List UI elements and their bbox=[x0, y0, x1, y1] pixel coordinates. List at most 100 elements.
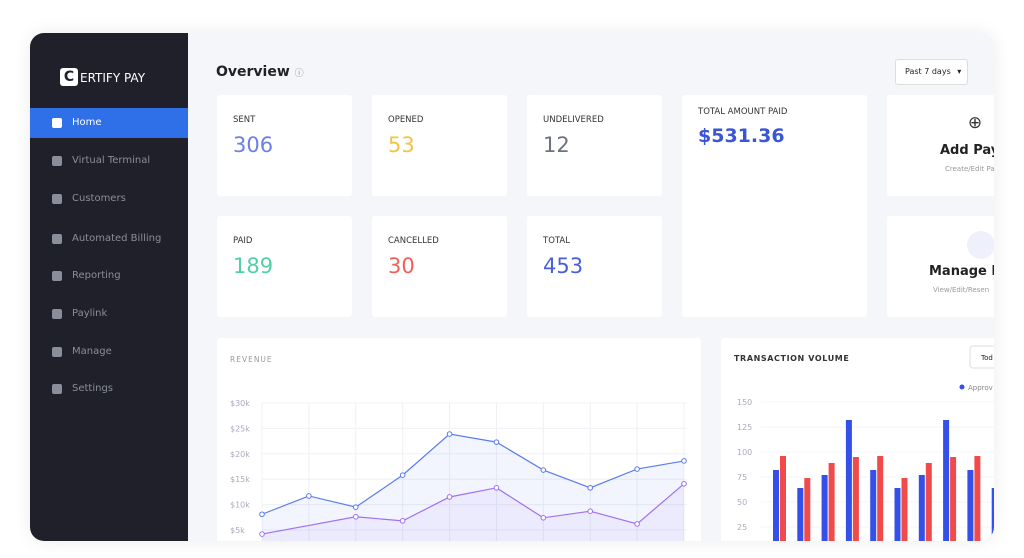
bar bbox=[967, 470, 974, 541]
menu-icon bbox=[52, 384, 62, 394]
y-tick-label: $20k bbox=[230, 450, 250, 459]
action-card[interactable]: Manage Pa View/Edit/Resen bbox=[887, 216, 994, 317]
point bbox=[352, 504, 359, 510]
period-dropdown[interactable]: Past 7 days ▾ bbox=[895, 59, 968, 85]
menu-item[interactable]: Home bbox=[30, 108, 188, 138]
brand: ERTIFY PAY bbox=[80, 71, 146, 85]
line bbox=[261, 433, 685, 515]
y-tick-label: 50 bbox=[737, 498, 747, 507]
app-window: C ERTIFY PAY Home Virtual Terminal Custome… bbox=[30, 33, 994, 541]
chart-title: REVENUE bbox=[230, 355, 273, 364]
point bbox=[446, 494, 453, 500]
stat-label: TOTAL bbox=[543, 236, 570, 246]
bar bbox=[943, 420, 950, 541]
bar bbox=[991, 488, 994, 541]
stat-value: 189 bbox=[233, 254, 274, 278]
action-title: Manage Pa bbox=[929, 264, 994, 279]
stat-label: CANCELLED bbox=[388, 236, 439, 246]
action-card[interactable]: ⊕ Add Pay Create/Edit Pa bbox=[887, 95, 994, 196]
revenue-card: REVENUE $5k $10k $15k $20k $25k $30k bbox=[217, 338, 701, 541]
menu-label: Customers bbox=[72, 193, 126, 204]
point bbox=[259, 531, 265, 537]
stat-card: UNDELIVERED 12 bbox=[527, 95, 662, 196]
point bbox=[634, 466, 640, 472]
point bbox=[681, 458, 687, 464]
point bbox=[352, 513, 359, 520]
stat-card: PAID 189 bbox=[217, 216, 352, 317]
y-tick-label: $10k bbox=[230, 501, 250, 510]
bar bbox=[901, 478, 908, 541]
period-dropdown[interactable] bbox=[969, 345, 994, 369]
volume-card: TRANSACTION VOLUME Tod Approv 25 50 75 100 125 1… bbox=[721, 338, 994, 541]
menu-item[interactable]: Customers bbox=[30, 184, 188, 214]
menu-label: Home bbox=[72, 117, 102, 128]
point bbox=[681, 480, 687, 487]
point bbox=[540, 515, 547, 521]
point bbox=[587, 508, 594, 515]
point bbox=[493, 439, 500, 445]
stat-value: 306 bbox=[233, 133, 274, 157]
action-icon: ⊕ bbox=[967, 113, 983, 133]
bar bbox=[925, 463, 932, 541]
point bbox=[399, 472, 406, 478]
bar bbox=[877, 456, 884, 541]
stat-card: CANCELLED 30 bbox=[372, 216, 507, 317]
bar bbox=[773, 470, 779, 541]
bar bbox=[852, 457, 859, 541]
bar bbox=[797, 488, 804, 541]
stat-value: 30 bbox=[388, 254, 415, 278]
stat-card: OPENED 53 bbox=[372, 95, 507, 196]
point bbox=[587, 485, 594, 491]
menu-item[interactable]: Paylink bbox=[30, 299, 188, 329]
action-subtitle: Create/Edit Pa bbox=[945, 165, 994, 173]
menu-icon bbox=[52, 194, 62, 204]
menu-icon bbox=[52, 271, 62, 281]
bar bbox=[918, 475, 925, 541]
menu-icon bbox=[52, 118, 62, 128]
menu-label: Settings bbox=[72, 383, 114, 394]
action-subtitle: View/Edit/Resen bbox=[933, 286, 990, 294]
bar bbox=[974, 456, 981, 541]
stat-label: PAID bbox=[233, 236, 253, 246]
revenue-chart: REVENUE $5k $10k $15k $20k $25k $30k bbox=[230, 355, 687, 541]
bar bbox=[870, 470, 877, 541]
menu-item[interactable]: Settings bbox=[30, 374, 188, 404]
menu-label: Virtual Terminal bbox=[72, 155, 151, 166]
y-tick-label: 25 bbox=[737, 523, 747, 532]
bar bbox=[894, 488, 901, 541]
y-tick-label: $5k bbox=[230, 526, 245, 535]
area bbox=[262, 433, 684, 541]
period: Tod bbox=[980, 354, 993, 362]
sidebar: C ERTIFY PAY Home Virtual Terminal Custome… bbox=[30, 33, 188, 541]
point bbox=[493, 485, 500, 491]
menu-item[interactable]: Reporting bbox=[30, 261, 188, 291]
menu-icon bbox=[52, 156, 62, 166]
menu-item[interactable]: Virtual Terminal bbox=[30, 146, 188, 176]
y-tick-label: 150 bbox=[737, 398, 752, 407]
bar bbox=[804, 478, 811, 541]
action-icon bbox=[967, 231, 994, 259]
menu-label: Reporting bbox=[72, 270, 121, 281]
bar bbox=[950, 457, 957, 541]
y-tick-label: $25k bbox=[230, 424, 250, 433]
point bbox=[634, 521, 640, 527]
menu-item[interactable]: Manage bbox=[30, 337, 188, 367]
menu-label: Paylink bbox=[72, 308, 108, 319]
logo: C bbox=[60, 68, 78, 86]
stat-label: SENT bbox=[233, 115, 256, 125]
volume-chart: TRANSACTION VOLUME Tod Approv 25 50 75 100 125 1… bbox=[734, 345, 994, 541]
bar bbox=[845, 420, 852, 541]
point bbox=[446, 431, 453, 437]
y-tick-label: $30k bbox=[230, 399, 250, 408]
point bbox=[399, 518, 406, 524]
bar bbox=[780, 456, 786, 541]
y-tick-label: 125 bbox=[737, 423, 752, 432]
point bbox=[540, 467, 547, 473]
y-tick-label: 75 bbox=[737, 473, 747, 482]
bar bbox=[821, 475, 828, 541]
menu-label: Manage bbox=[72, 346, 112, 357]
menu-item[interactable]: Automated Billing bbox=[30, 224, 188, 254]
menu-icon bbox=[52, 234, 62, 244]
stat-label: UNDELIVERED bbox=[543, 115, 604, 125]
